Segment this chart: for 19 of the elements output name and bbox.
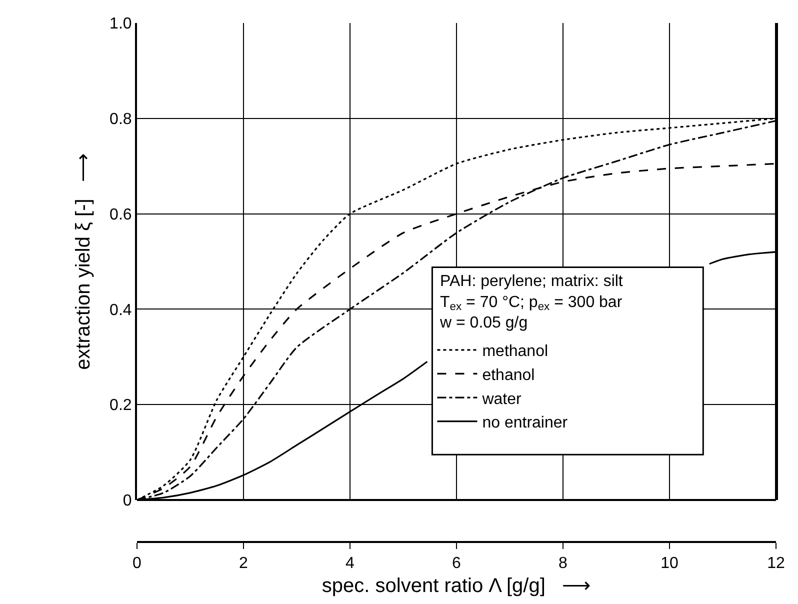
y-tick-label: 0.2 bbox=[110, 397, 132, 414]
x-tick-label: 8 bbox=[558, 554, 568, 572]
x-tick-label: 6 bbox=[452, 554, 462, 572]
x-tick-label: 4 bbox=[346, 554, 355, 572]
y-tick-label: 0.8 bbox=[110, 110, 132, 128]
x-tick-label: 10 bbox=[660, 554, 678, 572]
y-tick-label: 0.4 bbox=[110, 302, 132, 319]
x-axis-title: spec. solvent ratio Λ [g/g] ⟶ bbox=[322, 574, 592, 597]
legend-label: ethanol bbox=[482, 366, 535, 384]
y-axis-title: extraction yield ξ [-] ⟶ bbox=[72, 153, 95, 370]
y-tick-label: 1.0 bbox=[110, 16, 132, 33]
legend-label: water bbox=[481, 390, 522, 408]
text: PAH: perylene; matrix: silt T$_{ex}$ = 70 °C; p$_{ex}$ = 300 bar w = 0.05 g/g bbox=[440, 273, 623, 332]
y-tick-label: 0 bbox=[122, 492, 132, 510]
legend-label: no entrainer bbox=[482, 414, 568, 432]
y-tick-label: 0.6 bbox=[110, 206, 132, 224]
x-tick-label: 2 bbox=[239, 554, 248, 572]
x-tick-label: 12 bbox=[767, 554, 785, 572]
legend-label: methanol bbox=[482, 343, 548, 360]
